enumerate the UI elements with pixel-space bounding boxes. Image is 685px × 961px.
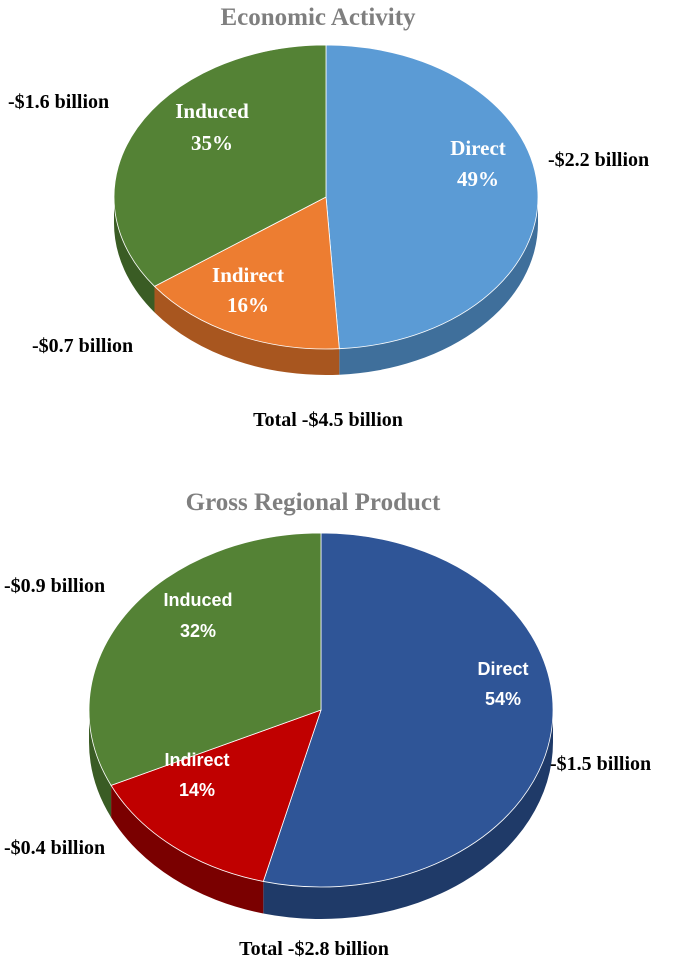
slice-direct [262,532,554,888]
slice-indirect [153,196,340,350]
slice-pct-induced: 35% [191,131,233,155]
value-label-indirect: -$0.4 billion [4,837,105,859]
slice-label-indirect: Indirect [212,263,284,287]
slice-side-induced [89,710,112,818]
slice-label-indirect: Indirect [164,750,229,770]
chart-gross-regional-product: Gross Regional Product Direct 54% Indire… [4,489,651,960]
slice-label-direct: Direct [450,136,506,160]
slice-pct-direct: 54% [485,689,521,709]
value-label-induced: -$1.6 billion [8,91,109,113]
value-label-direct: -$2.2 billion [548,149,649,171]
slice-side-indirect [111,785,264,914]
value-label-direct: -$1.5 billion [550,753,651,775]
slice-indirect [110,709,322,882]
value-label-induced: -$0.9 billion [4,575,105,597]
slice-label-direct: Direct [477,659,528,679]
slice-pct-indirect: 14% [179,780,215,800]
slice-pct-direct: 49% [457,167,499,191]
total-label: Total -$2.8 billion [239,938,389,960]
chart-economic-activity: Economic Activity Direct 49% Indirect 16… [8,4,649,431]
slice-pct-induced: 32% [180,621,216,641]
slice-direct [325,44,539,350]
pie-economic-activity [113,44,539,376]
value-label-indirect: -$0.7 billion [32,335,133,357]
slice-label-induced: Induced [163,590,232,610]
total-label: Total -$4.5 billion [253,409,403,431]
slice-induced [88,532,322,786]
chart-title: Gross Regional Product [186,489,441,516]
slice-side-direct [263,710,553,919]
pie-gross-regional-product [88,532,554,919]
slice-side-indirect [154,286,340,376]
slice-side-induced [114,197,155,313]
slice-label-induced: Induced [175,99,249,123]
chart-title: Economic Activity [220,4,416,31]
slice-induced [113,44,327,287]
slice-pct-indirect: 16% [227,293,269,317]
